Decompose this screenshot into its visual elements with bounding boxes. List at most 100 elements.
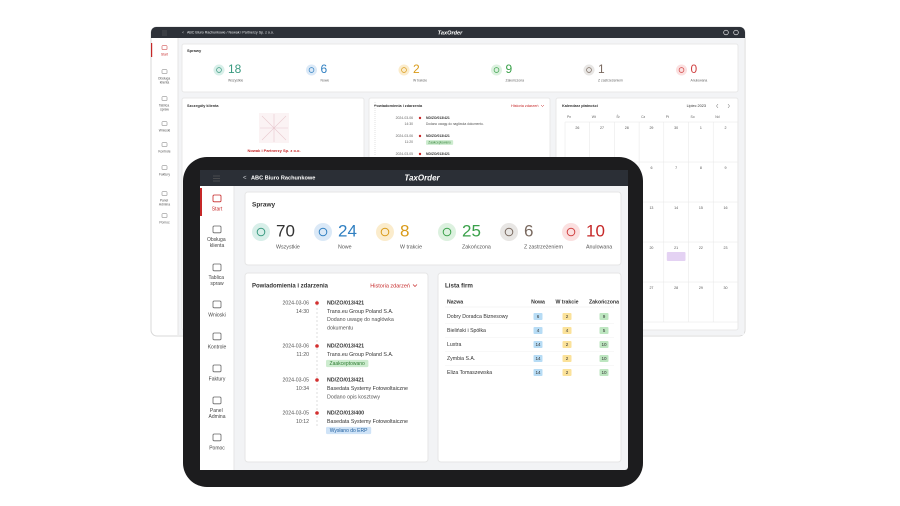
nav-item[interactable]: Pomoc: [209, 445, 225, 451]
calendar-day[interactable]: 1: [700, 126, 702, 130]
case-count: 10: [586, 221, 605, 240]
calendar-day[interactable]: 23: [724, 246, 728, 250]
calendar-day[interactable]: 20: [649, 246, 653, 250]
nav-item[interactable]: Faktury: [209, 376, 226, 382]
calendar-day[interactable]: 21: [674, 246, 678, 250]
desktop-menu-icon[interactable]: [162, 30, 167, 36]
tablet-layer: ABC Biuro Rachunkowe TaxOrder Start Obsługa…: [200, 174, 619, 451]
calendar-day[interactable]: 7: [675, 166, 677, 170]
event-time: 14:30: [296, 309, 309, 315]
nav-item[interactable]: Kontrole: [158, 149, 170, 153]
calendar-day[interactable]: 28: [674, 286, 678, 290]
calendar-day[interactable]: 2: [725, 126, 727, 130]
company-name[interactable]: Luxtra: [447, 342, 462, 348]
count-badge: [533, 355, 543, 362]
calendar-day[interactable]: 30: [724, 286, 728, 290]
badge: [426, 140, 454, 145]
desktop-back-arrow[interactable]: <: [182, 30, 184, 34]
nav-item[interactable]: Start: [161, 52, 168, 56]
calendar-day[interactable]: 29: [699, 286, 703, 290]
case-icon: [213, 64, 225, 76]
events-link[interactable]: Historia zdarzeń: [511, 104, 538, 108]
nav-item[interactable]: Wnioski: [208, 312, 226, 318]
calendar-day[interactable]: 6: [650, 166, 652, 170]
calendar-day[interactable]: 14: [674, 206, 678, 210]
calendar-event[interactable]: [666, 252, 686, 261]
calendar-day[interactable]: 15: [699, 206, 703, 210]
nav-item[interactable]: Kontrole: [208, 344, 227, 350]
events-link[interactable]: Historia zdarzeń: [370, 283, 410, 289]
nav-item[interactable]: Obsługa klienta: [207, 237, 227, 249]
count-badge: [533, 327, 543, 334]
count-badge: [599, 313, 609, 320]
desktop-layer: ABC Biuro Rachunkowe / Nowak i Partnerzy…: [151, 30, 739, 323]
badge: [326, 359, 369, 368]
company-name[interactable]: Eliza Tomaszewska: [447, 370, 492, 376]
case-icon: [376, 223, 394, 241]
breadcrumb[interactable]: ABC Biuro Rachunkowe: [251, 176, 315, 182]
event-code: ND/ZO/013/421: [426, 152, 450, 156]
nav-icon: [161, 121, 168, 126]
desktop-cases-card: [181, 43, 739, 93]
event-dot: [418, 152, 422, 156]
calendar-day[interactable]: 28: [625, 126, 629, 130]
calendar-day[interactable]: 27: [600, 126, 604, 130]
case-label: Nowe: [321, 78, 330, 82]
nav-item[interactable]: Panel Admina: [159, 198, 170, 206]
next-month[interactable]: [727, 103, 730, 109]
case-count: 70: [276, 221, 295, 240]
calendar-day[interactable]: 13: [649, 206, 653, 210]
nav-item[interactable]: Start: [212, 206, 223, 212]
count-value: 5: [603, 328, 606, 333]
case-label: Zakończona: [506, 78, 525, 82]
calendar-day[interactable]: 26: [575, 126, 579, 130]
client-name: Nowak i Partnerzy Sp. z o.o.: [247, 148, 300, 153]
nav-item[interactable]: Wnioski: [159, 128, 171, 132]
event-date: 2024-03-06: [396, 134, 413, 138]
tablet-sidebar: [200, 186, 234, 470]
count-value: 2: [566, 342, 569, 347]
weekday: Pn: [567, 115, 571, 119]
calendar-day[interactable]: 30: [674, 126, 678, 130]
case-count: 9: [506, 62, 513, 76]
nav-item[interactable]: Obsługa klienta: [158, 76, 171, 84]
case-label: Wszystkie: [276, 244, 300, 250]
tablet-menu-icon[interactable]: [213, 175, 220, 182]
calendar-day[interactable]: 9: [725, 166, 727, 170]
case-label: Nowe: [338, 244, 352, 250]
company-name[interactable]: Zymbia S.A.: [447, 356, 475, 362]
case-icon: [398, 64, 410, 76]
calendar-day[interactable]: 29: [649, 126, 653, 130]
count-value: 9: [603, 314, 606, 319]
nav-item[interactable]: Panel Admina: [209, 408, 226, 420]
count-badge: [599, 327, 609, 334]
logo: TaxOrder: [438, 30, 463, 36]
company-name[interactable]: Bieliński i Spółka: [447, 328, 486, 334]
calendar-day[interactable]: 8: [700, 166, 702, 170]
tablet-events-card: [244, 272, 429, 463]
calendar-day[interactable]: 22: [699, 246, 703, 250]
nav-icon: [212, 194, 222, 203]
prev-month[interactable]: [716, 103, 719, 109]
case-icon-glyph: [318, 227, 328, 237]
event-text: Dodano opis kosztowy: [327, 394, 380, 400]
calendar-day[interactable]: 16: [724, 206, 728, 210]
desktop-help-icon[interactable]: [723, 29, 729, 36]
weekday: Wt: [592, 115, 596, 119]
nav-item[interactable]: Tablica spraw: [209, 275, 226, 287]
case-label: W trakcie: [400, 244, 422, 250]
company-name[interactable]: Dobry Doradca Biznesowy: [447, 314, 509, 320]
desktop-bell-icon[interactable]: [733, 29, 739, 36]
nav-item[interactable]: Tablica spraw: [159, 103, 170, 111]
nav-item[interactable]: Faktury: [159, 172, 170, 176]
tablet-back-arrow[interactable]: <: [243, 176, 247, 182]
event-time: 10:34: [296, 386, 309, 392]
case-label: Anulowana: [691, 78, 708, 82]
nav-item[interactable]: Pomoc: [159, 220, 170, 224]
breadcrumb[interactable]: ABC Biuro Rachunkowe / Nowak i Partnerzy…: [187, 31, 274, 35]
calendar-day[interactable]: 27: [649, 286, 653, 290]
case-icon-glyph: [442, 227, 452, 237]
count-value: 4: [537, 328, 540, 333]
nav-icon: [161, 165, 168, 170]
